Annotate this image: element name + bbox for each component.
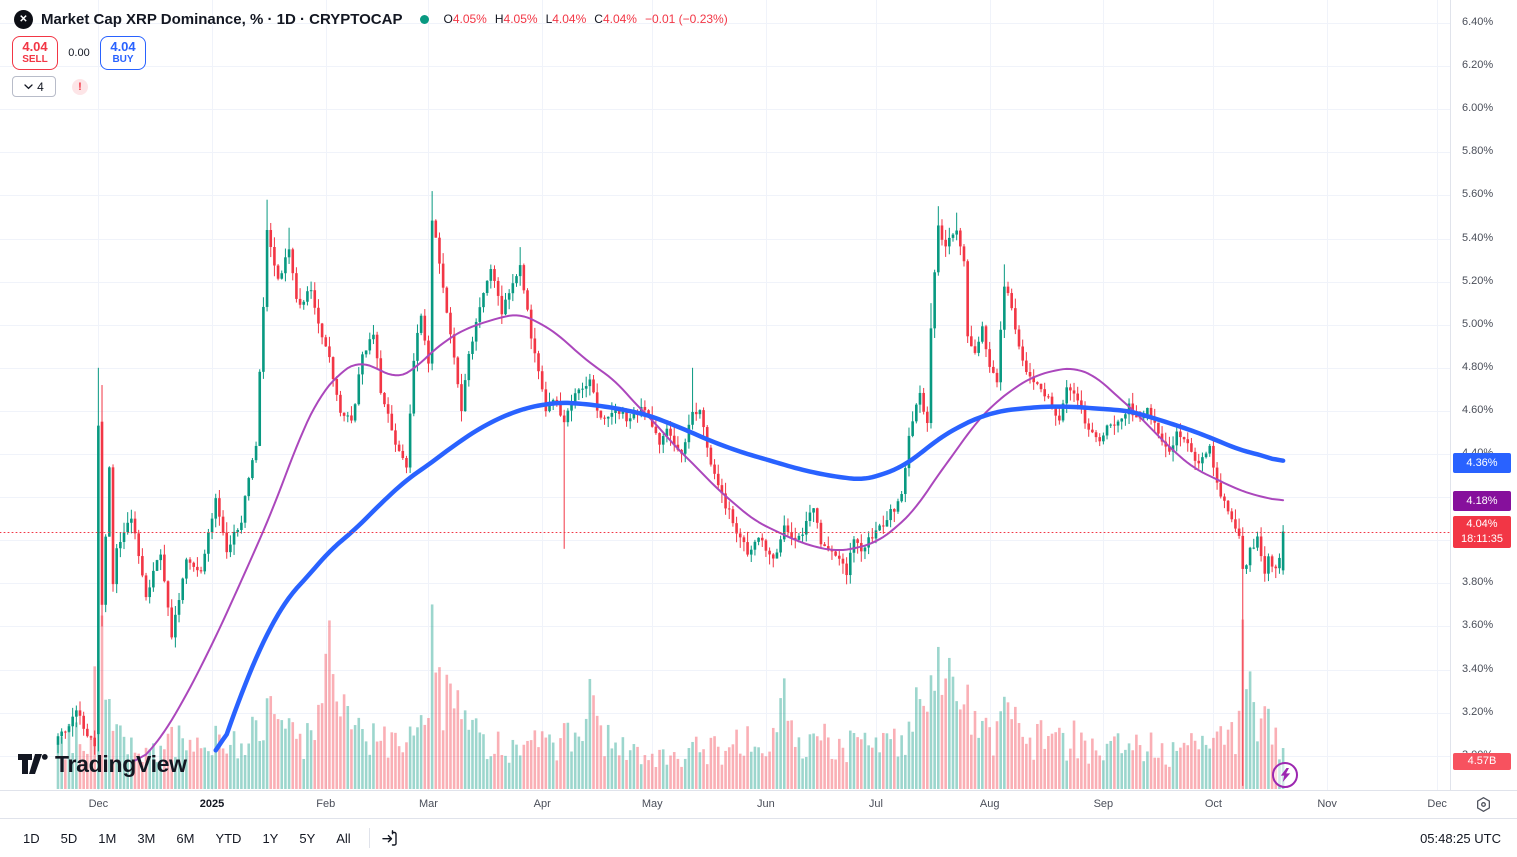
- range-button-1y[interactable]: 1Y: [262, 830, 279, 846]
- layers-dropdown[interactable]: 4: [12, 76, 56, 97]
- price-tick-label: 6.40%: [1462, 16, 1494, 28]
- tradingview-logo-text: TradingView: [55, 751, 187, 777]
- chevron-down-icon: [24, 83, 33, 89]
- high-value: 4.05%: [503, 12, 538, 26]
- time-tick-label-aug: Aug: [979, 798, 1000, 810]
- time-tick-label-feb: Feb: [316, 798, 336, 810]
- sell-label: SELL: [22, 54, 48, 65]
- calendar-arrow-icon: [382, 829, 397, 846]
- time-tick-label-dec: Dec: [1427, 798, 1447, 810]
- trade-panel: 4.04 SELL 0.00 4.04 BUY: [12, 36, 146, 70]
- price-tick-label: 3.80%: [1462, 576, 1494, 589]
- symbol-header: ✕ Market Cap XRP Dominance, % · 1D · CRY…: [14, 8, 736, 30]
- ma-purple-label: 4.18%: [1453, 491, 1511, 512]
- price-tick-label: 3.40%: [1462, 662, 1494, 675]
- time-tick-label-may: May: [641, 798, 663, 810]
- price-tick-label: 4.60%: [1462, 403, 1494, 416]
- price-tick-label: 5.00%: [1462, 317, 1494, 330]
- warning-badge[interactable]: !: [72, 78, 88, 95]
- time-tick-label-dec: Dec: [88, 798, 109, 810]
- range-button-5y[interactable]: 5Y: [299, 830, 316, 846]
- time-tick-label-2025: 2025: [199, 798, 225, 810]
- open-label: O: [443, 12, 453, 26]
- price-tick-label: 5.40%: [1462, 231, 1494, 244]
- low-label: L: [545, 12, 553, 26]
- time-tick-label-oct: Oct: [1204, 798, 1222, 810]
- close-value: 4.04%: [602, 12, 637, 26]
- time-tick-label-apr: Apr: [533, 798, 551, 810]
- time-tick-label-jun: Jun: [757, 798, 775, 810]
- price-axis[interactable]: 6.40% 6.20% 6.00% 5.80% 5.60% 5.40% 5.20% 5.00%…: [1450, 0, 1517, 790]
- axis-settings-button[interactable]: [1475, 796, 1492, 818]
- range-button-all[interactable]: All: [336, 830, 351, 846]
- price-tick-label: 4.80%: [1462, 360, 1494, 373]
- tradingview-logo[interactable]: TradingView: [18, 751, 187, 778]
- tradingview-mark-icon: [18, 754, 48, 774]
- price-tick-label: 5.20%: [1462, 274, 1494, 287]
- sell-price: 4.04: [22, 39, 48, 54]
- time-tick-label-mar: Mar: [418, 798, 438, 810]
- buy-price: 4.04: [110, 39, 136, 54]
- lightning-bolt-icon: [1280, 768, 1290, 782]
- timezone-clock[interactable]: 05:48:25 UTC: [1420, 830, 1501, 846]
- xrp-symbol-logo-icon: ✕: [14, 9, 33, 29]
- object-tree-row: 4 !: [12, 76, 88, 97]
- last-price-label: 4.04% 18:11:35: [1453, 515, 1511, 548]
- price-tick-label: 6.20%: [1462, 59, 1494, 72]
- ma-blue-label: 4.36%: [1453, 452, 1511, 473]
- exclamation-icon: !: [78, 80, 82, 93]
- sell-button[interactable]: 4.04 SELL: [12, 36, 58, 70]
- range-button-1d[interactable]: 1D: [23, 830, 40, 846]
- change-value: −0.01 (−0.23%): [644, 12, 728, 26]
- price-chart-canvas[interactable]: [0, 0, 1450, 790]
- time-axis[interactable]: Dec 2025 Feb Mar Apr May Jun Jul Aug Sep Oct Nov Dec: [0, 790, 1517, 819]
- high-label: H: [494, 12, 504, 26]
- range-button-3m[interactable]: 3M: [137, 830, 156, 846]
- go-to-date-button[interactable]: [380, 829, 399, 848]
- bottom-toolbar: 1D 5D 1M 3M 6M YTD 1Y 5Y All 05:48:25 UTC: [0, 818, 1517, 857]
- price-tick-label: 6.00%: [1462, 102, 1494, 115]
- symbol-title[interactable]: Market Cap XRP Dominance, % · 1D · CRYPT…: [41, 10, 403, 28]
- toolbar-divider: [368, 828, 370, 848]
- range-button-ytd[interactable]: YTD: [215, 830, 242, 846]
- buy-label: BUY: [112, 54, 134, 65]
- layers-count: 4: [37, 79, 44, 94]
- time-tick-label-nov: Nov: [1317, 798, 1337, 810]
- price-tick-label: 3.60%: [1462, 619, 1494, 632]
- boost-button[interactable]: [1272, 762, 1298, 788]
- open-value: 4.05%: [452, 12, 487, 26]
- spread-value: 0.00: [68, 47, 90, 59]
- range-button-1m[interactable]: 1M: [98, 830, 117, 846]
- price-tick-label: 5.80%: [1462, 145, 1494, 158]
- range-button-5d[interactable]: 5D: [60, 830, 78, 846]
- range-button-6m[interactable]: 6M: [176, 830, 195, 846]
- volume-label: 4.57B: [1453, 753, 1511, 770]
- ohlc-readout: O4.05% H4.05% L4.04% C4.04% −0.01 (−0.23…: [443, 12, 735, 26]
- price-tick-label: 3.20%: [1462, 705, 1494, 718]
- time-tick-label-sep: Sep: [1093, 798, 1114, 810]
- time-tick-label-jul: Jul: [868, 798, 883, 810]
- low-value: 4.04%: [552, 12, 587, 26]
- close-label: C: [594, 12, 603, 26]
- market-status-dot-icon: [420, 14, 430, 24]
- hexagon-dot-icon: [1477, 797, 1490, 812]
- price-tick-label: 5.60%: [1462, 188, 1494, 201]
- buy-button[interactable]: 4.04 BUY: [100, 36, 146, 70]
